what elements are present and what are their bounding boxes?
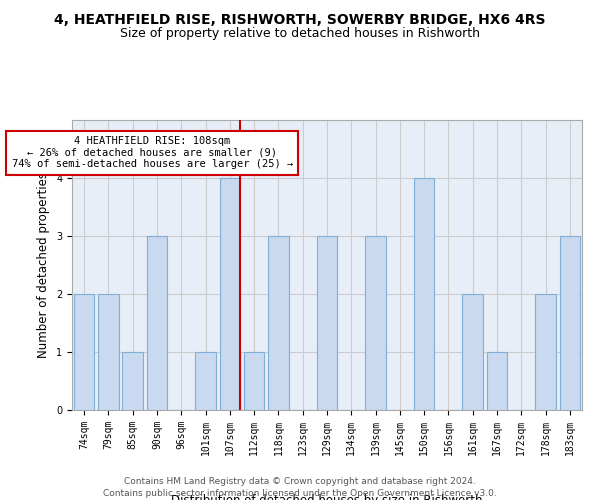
- Text: Contains HM Land Registry data © Crown copyright and database right 2024.
Contai: Contains HM Land Registry data © Crown c…: [103, 476, 497, 498]
- Bar: [146, 236, 167, 410]
- Bar: [365, 236, 386, 410]
- Bar: [244, 352, 265, 410]
- Bar: [195, 352, 216, 410]
- Bar: [560, 236, 580, 410]
- Bar: [74, 294, 94, 410]
- Bar: [220, 178, 240, 410]
- Bar: [487, 352, 508, 410]
- Text: 4, HEATHFIELD RISE, RISHWORTH, SOWERBY BRIDGE, HX6 4RS: 4, HEATHFIELD RISE, RISHWORTH, SOWERBY B…: [54, 12, 546, 26]
- Bar: [414, 178, 434, 410]
- Bar: [317, 236, 337, 410]
- Bar: [98, 294, 119, 410]
- Text: Size of property relative to detached houses in Rishworth: Size of property relative to detached ho…: [120, 28, 480, 40]
- Y-axis label: Number of detached properties: Number of detached properties: [37, 172, 50, 358]
- Bar: [268, 236, 289, 410]
- Bar: [122, 352, 143, 410]
- Text: 4 HEATHFIELD RISE: 108sqm
← 26% of detached houses are smaller (9)
74% of semi-d: 4 HEATHFIELD RISE: 108sqm ← 26% of detac…: [11, 136, 293, 170]
- Bar: [463, 294, 483, 410]
- X-axis label: Distribution of detached houses by size in Rishworth: Distribution of detached houses by size …: [171, 494, 483, 500]
- Bar: [535, 294, 556, 410]
